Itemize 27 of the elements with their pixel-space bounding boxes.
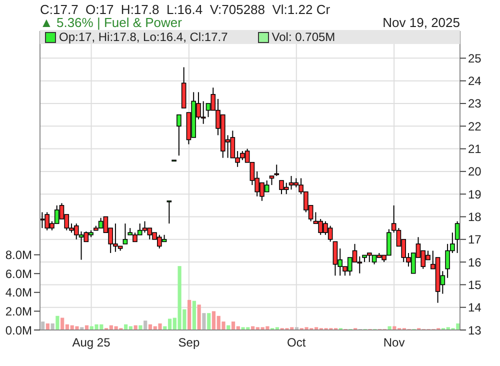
legend-label: Vol: 0.705M [272, 30, 336, 44]
y-tick-label: 25 [468, 51, 482, 66]
x-tick-label: Sep [178, 336, 200, 350]
y-tick-label: 14 [468, 300, 482, 315]
y-tick-label: 19 [468, 187, 482, 202]
y-tick-label: 18 [468, 210, 482, 224]
y2-tick-label: 6.0M [5, 266, 32, 281]
y-tick-label: 22 [468, 119, 482, 134]
x-tick-label: Nov [383, 336, 405, 350]
y-tick-label: 15 [468, 278, 482, 292]
y2-tick-label: 0.0M [5, 323, 32, 338]
y2-tick-label: 8.0M [5, 248, 32, 262]
y-tick-label: 23 [468, 96, 482, 111]
y-tick-label: 16 [468, 255, 482, 270]
y-tick-label: 17 [468, 232, 482, 247]
x-tick-label: Oct [287, 336, 306, 350]
x-tick-label: Aug 25 [72, 336, 111, 350]
y2-tick-label: 4.0M [5, 286, 32, 300]
y-tick-label: 21 [468, 142, 482, 156]
text: Nov 19, 2025 [382, 15, 460, 30]
legend-label: Op:17, Hi:17.8, Lo:16.4, Cl:17.7 [59, 30, 228, 44]
y-tick-label: 13 [468, 323, 482, 338]
chart-title: C:17.7 O:17 H:17.8 L:16.4 V:705288 Vl:1.22 Cr [40, 2, 330, 17]
y-tick-label: 24 [468, 74, 482, 88]
chart-subtitle: ▲ 5.36% | Fuel & Power [40, 15, 182, 30]
y2-tick-label: 2.0M [5, 304, 32, 318]
y-tick-label: 20 [468, 164, 482, 179]
